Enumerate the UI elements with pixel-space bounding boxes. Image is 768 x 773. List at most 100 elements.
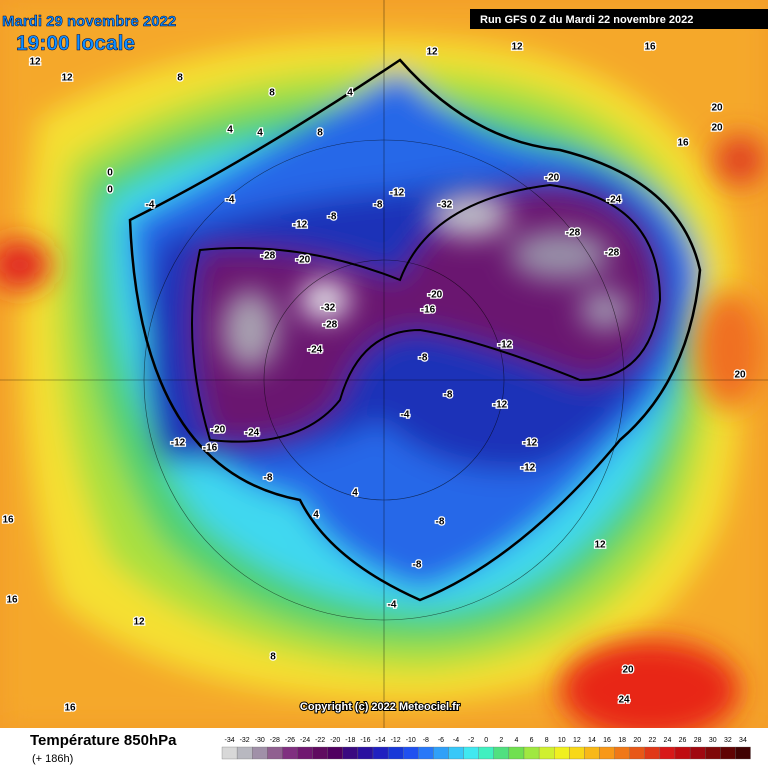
scale-tick-label: 14 [588,737,596,744]
scale-swatch [735,746,751,760]
isotherm-label: 4 [227,125,233,136]
time: 19:00 locale [16,32,135,55]
scale-swatch [297,746,313,760]
isotherm-label: -20 [296,255,311,266]
scale-swatch [659,746,676,760]
scale-swatch [403,746,419,760]
isotherm-label: 4 [313,510,319,521]
isotherm-label: -8 [328,212,337,223]
isotherm-label: -12 [390,188,405,199]
isotherm-label: -12 [498,340,513,351]
isotherm-label: 4 [352,488,358,499]
scale-tick-label: -6 [438,737,444,744]
run-info: Run GFS 0 Z du Mardi 22 novembre 2022 [480,14,693,26]
scale-swatch [282,746,298,760]
isotherm-label: -32 [321,303,336,314]
isotherm-label: 12 [133,617,145,628]
isotherm-label: 16 [677,138,689,149]
isotherm-label: 16 [2,515,14,526]
scale-tick-label: 10 [558,737,566,744]
isotherm-label: 16 [6,595,18,606]
scale-tick-label: -4 [453,737,459,744]
isotherm-label: 4 [257,128,263,139]
scale-swatch [312,746,328,760]
scale-tick-label: -18 [345,737,355,744]
scale-tick-label: 2 [499,737,503,744]
isotherm-label: -28 [566,228,581,239]
isotherm-label: -12 [171,438,186,449]
scale-tick-label: 6 [530,737,534,744]
isotherm-label: 16 [644,42,656,53]
scale-swatch [599,746,615,760]
isotherm-label: -8 [444,390,453,401]
copyright: Copyright (c) 2022 Meteociel.fr [300,701,461,713]
scale-tick-label: -34 [224,737,234,744]
footer-lead: (+ 186h) [32,753,73,765]
scale-tick-label: -2 [468,737,474,744]
scale-swatch [614,746,630,760]
scale-tick-label: -26 [285,737,295,744]
scale-swatch [357,746,374,760]
scale-tick-label: -24 [300,737,310,744]
isotherm-label: 20 [711,123,723,134]
isotherm-label: 12 [594,540,606,551]
isotherm-label: -32 [438,200,453,211]
scale-swatch [538,746,555,760]
isotherm-label: 20 [734,370,746,381]
scale-swatch [554,746,570,760]
scale-swatch [674,746,691,760]
isotherm-label: -8 [413,560,422,571]
scale-tick-label: 28 [694,737,702,744]
scale-tick-label: 18 [618,737,626,744]
scale-tick-label: -22 [315,737,325,744]
scale-tick-label: 26 [679,737,687,744]
isotherm-label: 0 [107,168,113,179]
isotherm-label: -8 [374,200,383,211]
scale-tick-label: -28 [270,737,280,744]
scale-tick-label: 8 [545,737,549,744]
isotherm-label: -8 [436,517,445,528]
isotherm-label: -20 [211,425,226,436]
scale-swatch [705,746,721,760]
isotherm-label: -12 [523,438,538,449]
isotherm-label: -4 [226,195,235,206]
scale-swatch [372,746,389,760]
isotherm-label: 8 [270,652,276,663]
scale-swatch [252,746,268,760]
isotherm-label: -8 [264,473,273,484]
isotherm-label: -24 [308,345,323,356]
scale-tick-label: 34 [739,737,747,744]
isotherm-label: 12 [61,73,73,84]
isotherm-label: -12 [493,400,508,411]
scale-swatch [267,746,283,760]
isotherm-label: -12 [293,220,308,231]
isotherm-label: 12 [511,42,523,53]
isotherm-labels: 12 12 8 8 4 4 4 8 12 12 16 20 20 16 0 -4 -4 -8 -12 -12 -8 -20… [1,40,747,715]
isotherm-label: -16 [421,305,436,316]
scale-swatch [478,746,494,760]
scale-swatch [221,746,238,760]
scale-swatch [523,746,540,760]
isotherm-label: 8 [269,88,275,99]
isotherm-label: 12 [29,57,41,68]
temperature-field [0,0,768,740]
scale-tick-label: 20 [633,737,641,744]
scale-swatch [236,746,253,760]
scale-tick-label: 0 [484,737,488,744]
isotherm-label: 8 [177,73,183,84]
isotherm-label: -4 [146,200,155,211]
scale-swatch [387,746,404,760]
isotherm-label: -24 [245,428,260,439]
scale-swatch [629,746,645,760]
scale-swatch [689,746,706,760]
scale-tick-label: -12 [391,737,401,744]
isotherm-label: 0 [107,185,113,196]
scale-tick-label: 32 [724,737,732,744]
scale-swatch [342,746,359,760]
color-scale: -34 -32 -30 -28 -26 -24 -22 -20 -18 -16 -14 -12 -10-… [221,737,751,760]
scale-tick-label: -20 [330,737,340,744]
scale-swatch [418,746,434,760]
scale-swatch [720,746,736,760]
scale-tick-label: 24 [664,737,672,744]
